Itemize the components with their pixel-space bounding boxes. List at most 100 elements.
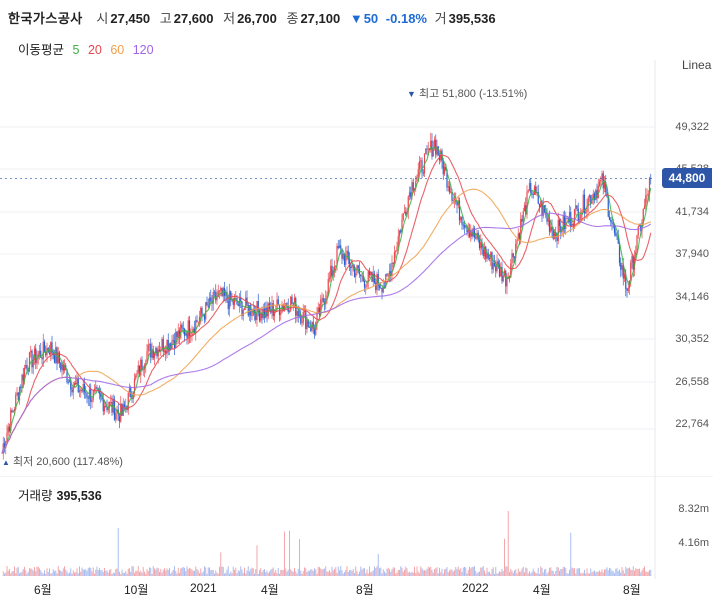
volume-bar bbox=[211, 569, 213, 576]
candle-body bbox=[235, 298, 237, 299]
volume-bar bbox=[586, 568, 588, 576]
volume-legend-value: 395,536 bbox=[56, 489, 102, 503]
time-axis[interactable]: 6월 10월 2021 4월 8월 2022 4월 8월 bbox=[0, 576, 713, 599]
candle-body bbox=[631, 256, 633, 263]
candle-body bbox=[196, 320, 198, 322]
volume-bar bbox=[579, 568, 580, 576]
volume-bar bbox=[417, 571, 419, 576]
candle-body bbox=[502, 275, 504, 282]
volume-bar bbox=[515, 569, 517, 576]
volume-bar bbox=[605, 569, 607, 576]
price-axis[interactable]: 49,322 45,528 41,734 37,940 34,146 30,35… bbox=[655, 60, 713, 476]
volume-bar bbox=[360, 566, 362, 576]
candle-body bbox=[637, 226, 639, 236]
volume-bar bbox=[490, 573, 492, 576]
volume-bar bbox=[412, 572, 414, 576]
volume-bar bbox=[364, 568, 365, 576]
candle-body bbox=[335, 265, 337, 267]
candle-body bbox=[636, 235, 638, 252]
candle-body bbox=[152, 349, 154, 359]
candle-body bbox=[605, 182, 607, 193]
candle-body bbox=[282, 305, 284, 310]
scale-mode-button[interactable]: Linea bbox=[682, 58, 712, 72]
volume-bar bbox=[34, 567, 35, 576]
volume-bar bbox=[195, 566, 197, 576]
volume-bar bbox=[565, 568, 567, 576]
volume-bar bbox=[481, 567, 483, 576]
candle-body bbox=[448, 186, 451, 193]
volume-bar bbox=[564, 566, 565, 576]
volume-bar bbox=[91, 571, 93, 576]
candle-body bbox=[617, 236, 619, 244]
volume-bar bbox=[649, 570, 650, 576]
volume-bar bbox=[530, 573, 532, 576]
candle-body bbox=[548, 218, 551, 232]
volume-bar bbox=[445, 568, 447, 576]
candle-body bbox=[162, 338, 164, 352]
volume-bar bbox=[482, 566, 484, 576]
candle-body bbox=[193, 328, 196, 334]
candle-body bbox=[627, 287, 629, 291]
candle-body bbox=[31, 350, 33, 368]
candle-body bbox=[318, 307, 321, 316]
volume-bar bbox=[339, 570, 340, 576]
volume-bar bbox=[505, 566, 507, 576]
price-tick: 34,146 bbox=[675, 291, 709, 303]
volume-bar bbox=[121, 569, 123, 576]
volume-bar bbox=[397, 569, 399, 576]
volume-bar bbox=[479, 571, 480, 576]
volume-bar bbox=[46, 568, 48, 576]
candle-body bbox=[643, 206, 646, 210]
candle-body bbox=[145, 363, 147, 366]
high-label: 고 bbox=[159, 11, 172, 26]
volume-bar bbox=[16, 567, 18, 576]
candle-body bbox=[21, 374, 23, 388]
candle-body bbox=[42, 341, 44, 360]
volume-bar bbox=[5, 572, 7, 576]
volume-bar bbox=[622, 570, 624, 576]
volume-bar bbox=[356, 571, 358, 576]
volume-bar bbox=[87, 567, 89, 576]
candle-body bbox=[483, 246, 486, 256]
volume-bar bbox=[442, 573, 444, 576]
volume-bar bbox=[346, 566, 348, 576]
candle-body bbox=[103, 406, 106, 412]
candle-body bbox=[96, 387, 98, 389]
stock-name[interactable]: 한국가스공사 bbox=[8, 11, 83, 26]
candle-body bbox=[26, 365, 28, 370]
volume-bar bbox=[31, 568, 33, 576]
candle-body bbox=[572, 224, 574, 226]
candle-body bbox=[225, 292, 227, 296]
candle-body bbox=[62, 364, 64, 371]
candle-body bbox=[498, 264, 501, 277]
candle-body bbox=[455, 198, 457, 202]
candle-body bbox=[7, 426, 9, 433]
ma-line-5 bbox=[1, 146, 652, 454]
candle-body bbox=[333, 266, 336, 271]
candle-body bbox=[541, 200, 543, 216]
candle-body bbox=[183, 328, 186, 336]
candle-body bbox=[482, 249, 484, 256]
price-chart[interactable] bbox=[0, 60, 713, 476]
volume-bar bbox=[401, 567, 403, 576]
candle-body bbox=[398, 230, 401, 237]
volume-chart[interactable] bbox=[0, 476, 713, 579]
volume-bar bbox=[50, 573, 52, 576]
volume-bar bbox=[12, 571, 14, 576]
volume-bar bbox=[487, 571, 489, 576]
candle-body bbox=[232, 298, 234, 305]
candle-body bbox=[121, 403, 123, 416]
volume-bar bbox=[252, 568, 254, 576]
volume-bar bbox=[334, 568, 335, 576]
low-value: 26,700 bbox=[237, 11, 277, 26]
volume-bar bbox=[305, 568, 307, 576]
moving-average-legend[interactable]: 이동평균 5 20 60 120 bbox=[18, 39, 159, 58]
volume-bar bbox=[639, 568, 640, 576]
candle-body bbox=[51, 342, 53, 353]
volume-bar bbox=[571, 567, 573, 576]
volume-bar bbox=[79, 566, 80, 576]
candle-body bbox=[71, 389, 73, 393]
volume-bar bbox=[526, 568, 528, 576]
candle-body bbox=[346, 250, 348, 255]
volume-bar bbox=[117, 528, 119, 576]
